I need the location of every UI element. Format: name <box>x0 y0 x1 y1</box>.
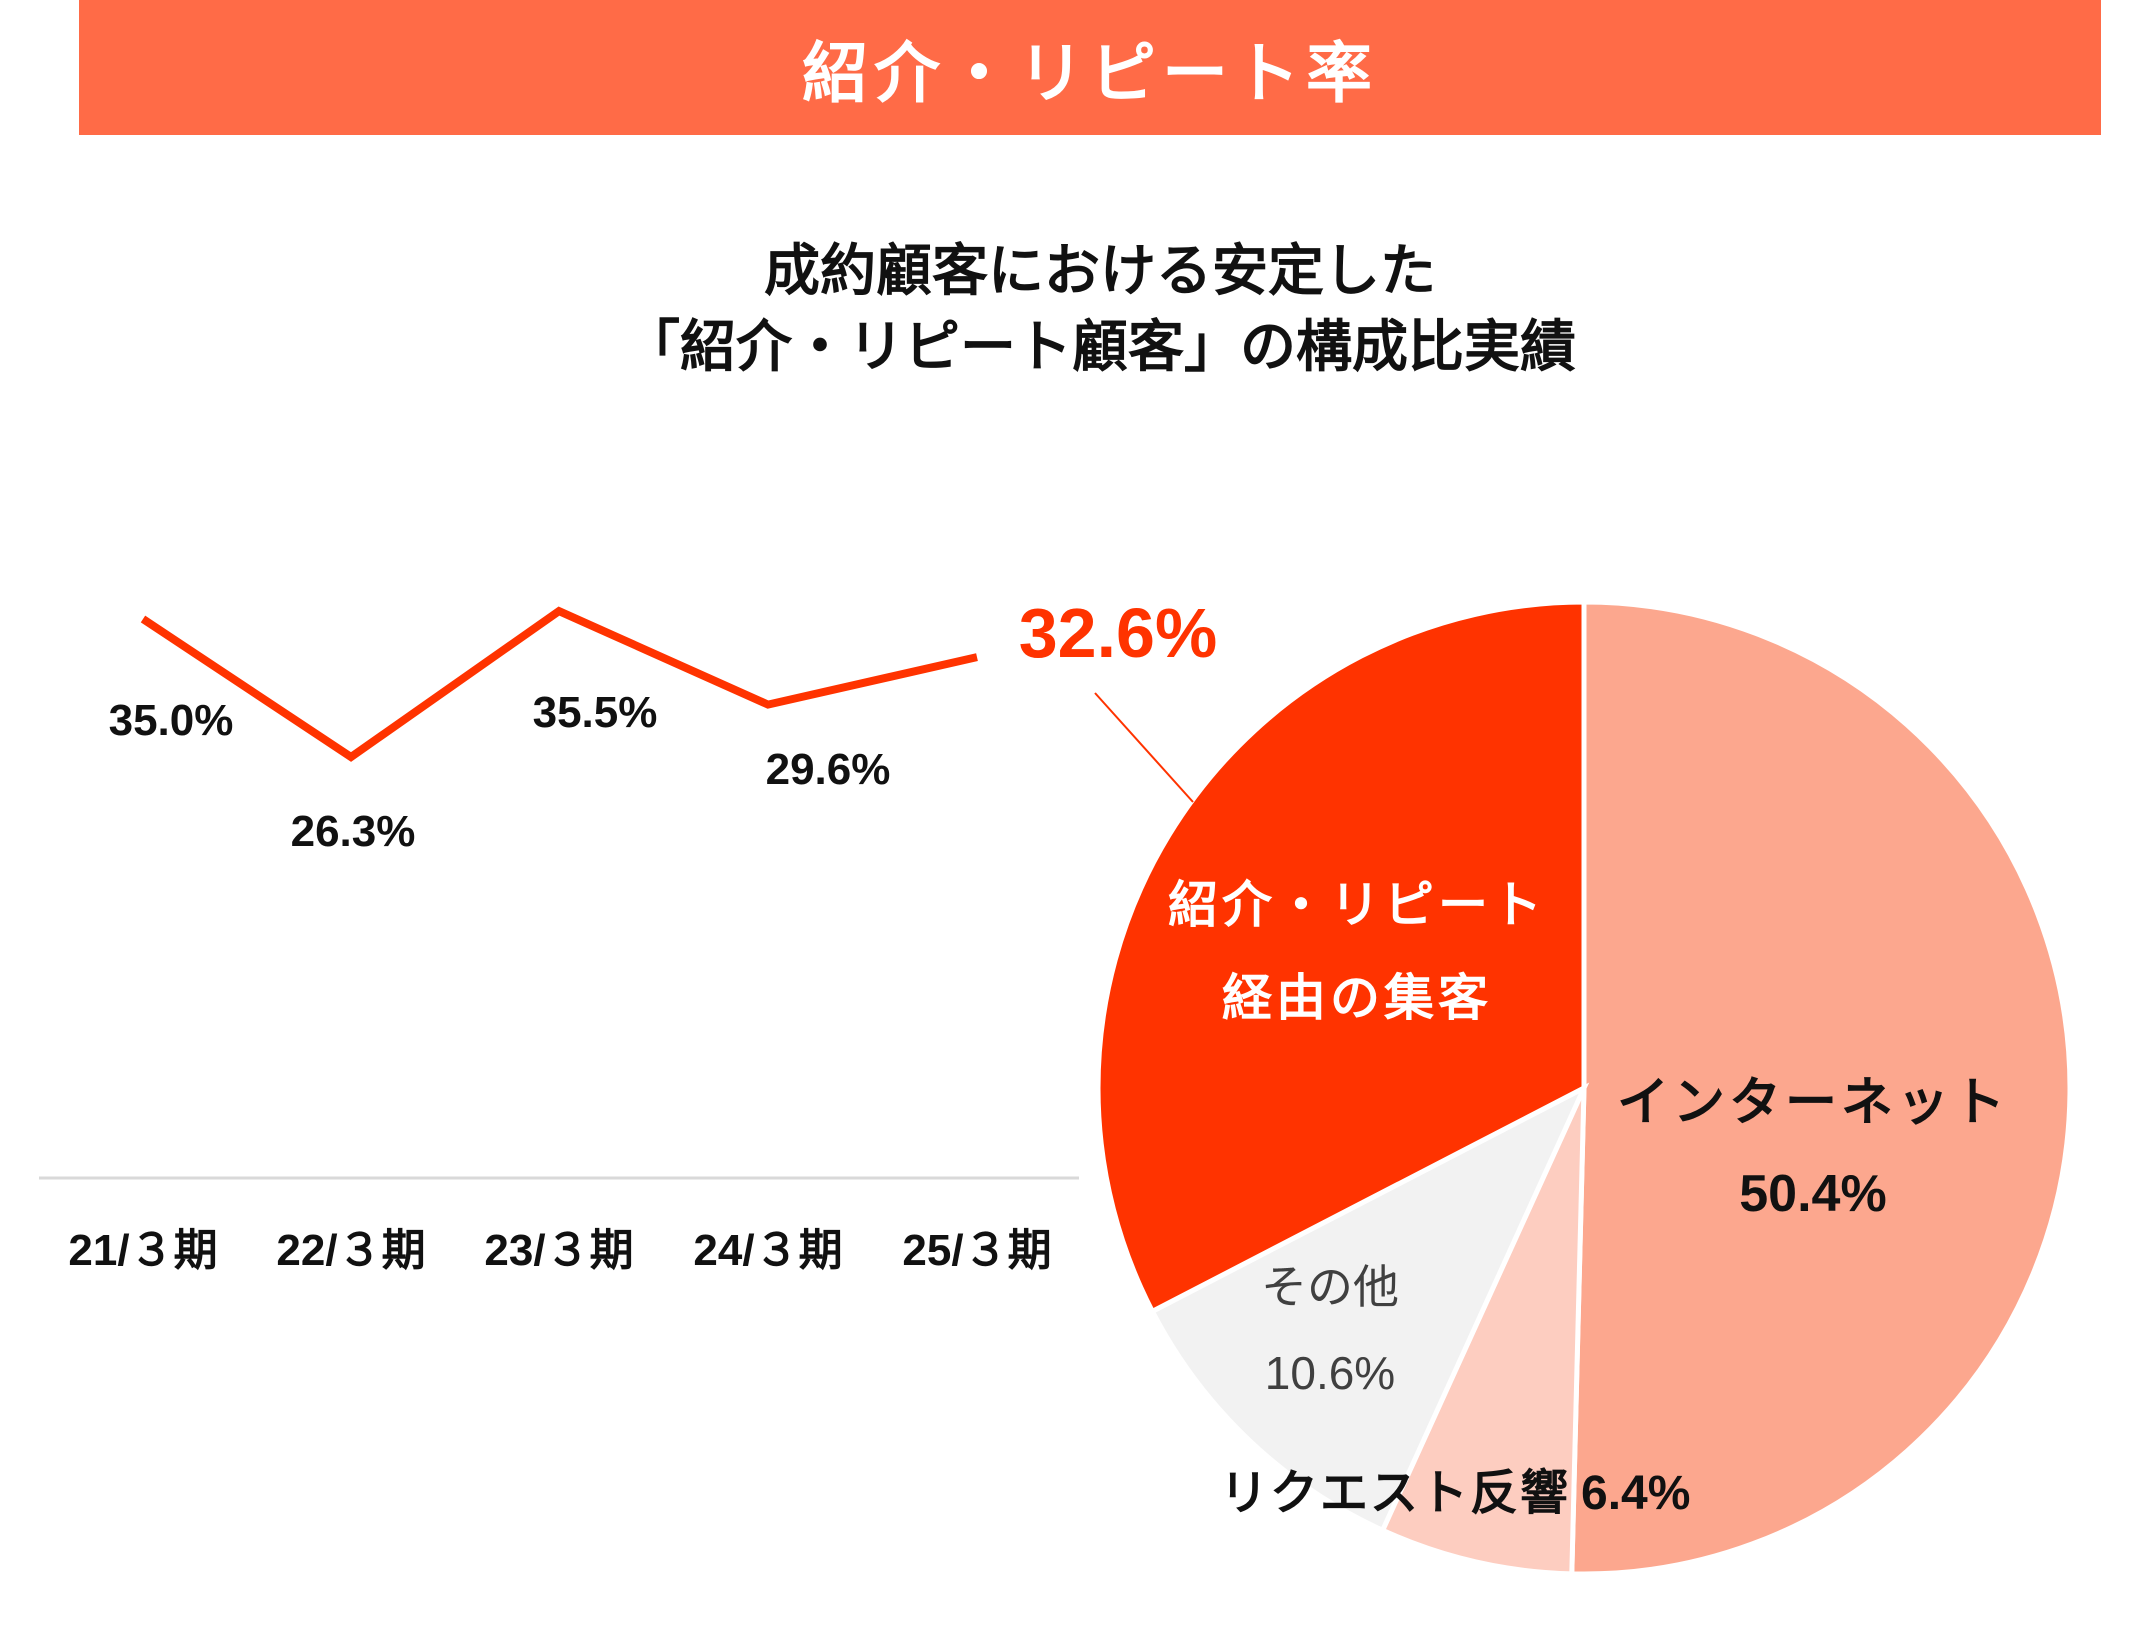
header-title: 紹介・リピート率 <box>802 34 1378 112</box>
pie-value-internet: 50.4% <box>1739 1165 1886 1223</box>
pie-label-referral-1: 紹介・リピート <box>1168 877 1546 933</box>
x-tick-label: 22/３期 <box>276 1226 425 1275</box>
data-label: 26.3% <box>291 807 416 856</box>
x-tick-label: 23/３期 <box>484 1226 633 1275</box>
pie-slice-other <box>1148 1082 1590 1534</box>
data-label: 35.0% <box>109 696 234 745</box>
data-label: 29.6% <box>766 745 891 794</box>
x-tick-label: 24/３期 <box>693 1226 842 1275</box>
chart-title-line-1: 成約顧客における安定した <box>764 239 1436 304</box>
header-banner: 紹介・リピート率 <box>79 0 2101 135</box>
pie-slice-request <box>1379 1086 1587 1577</box>
data-label: 35.5% <box>533 688 658 737</box>
chart-title-line-2: 「紹介・リピート顧客」の構成比実績 <box>624 315 1576 380</box>
pie-slice-internet <box>1569 599 2073 1577</box>
pie-label-request: リクエスト反響 <box>1220 1466 1570 1520</box>
pie-slice-referral <box>1095 599 1587 1315</box>
pie-value-other: 10.6% <box>1265 1347 1395 1399</box>
pie-label-referral-2: 経由の集客 <box>1222 970 1492 1026</box>
data-label-highlight: 32.6% <box>1019 594 1217 672</box>
pie-value-request: 6.4% <box>1581 1467 1690 1520</box>
pie-chart <box>1095 599 2073 1577</box>
trend-line <box>140 606 978 762</box>
pie-label-internet: インターネット <box>1617 1074 2009 1132</box>
x-tick-label: 25/３期 <box>902 1226 1051 1275</box>
x-tick-label: 21/３期 <box>68 1226 217 1275</box>
pie-label-other: その他 <box>1261 1261 1399 1313</box>
leader-line <box>1094 692 1194 803</box>
